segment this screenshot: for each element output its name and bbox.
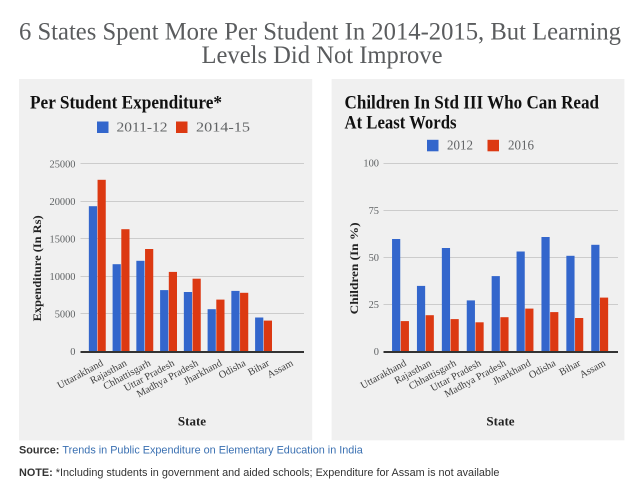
svg-text:At Least Words: At Least Words — [345, 113, 457, 134]
svg-text:6 States Spent More Per Studen: 6 States Spent More Per Student In 2014-… — [19, 17, 621, 46]
svg-text:0: 0 — [70, 347, 75, 358]
svg-text:10000: 10000 — [50, 272, 76, 283]
svg-text:2012: 2012 — [447, 139, 473, 154]
svg-text:Levels Did Not Improve: Levels Did Not Improve — [202, 40, 443, 69]
svg-text:Per Student Expenditure*: Per Student Expenditure* — [30, 93, 222, 114]
svg-text:State: State — [486, 414, 514, 429]
svg-text:75: 75 — [369, 206, 379, 217]
svg-text:Expenditure (In Rs): Expenditure (In Rs) — [30, 215, 44, 321]
svg-text:Children In Std III Who Can Re: Children In Std III Who Can Read — [345, 93, 600, 114]
svg-text:Source: Trends in Public Expen: Source: Trends in Public Expenditure on … — [19, 445, 364, 457]
svg-text:50: 50 — [369, 253, 379, 264]
svg-text:State: State — [178, 414, 206, 429]
svg-text:25000: 25000 — [50, 160, 76, 171]
svg-text:2011-12: 2011-12 — [117, 120, 168, 135]
svg-text:2014-15: 2014-15 — [196, 120, 250, 135]
svg-text:100: 100 — [363, 159, 379, 170]
svg-text:0: 0 — [374, 347, 379, 358]
svg-text:25: 25 — [369, 300, 379, 311]
svg-text:2016: 2016 — [508, 139, 534, 154]
svg-text:15000: 15000 — [50, 235, 76, 246]
svg-text:20000: 20000 — [50, 197, 76, 208]
svg-text:NOTE: *Including students in g: NOTE: *Including students in government … — [19, 467, 499, 479]
svg-text:Children (In %): Children (In %) — [347, 222, 361, 314]
svg-text:5000: 5000 — [55, 310, 76, 321]
